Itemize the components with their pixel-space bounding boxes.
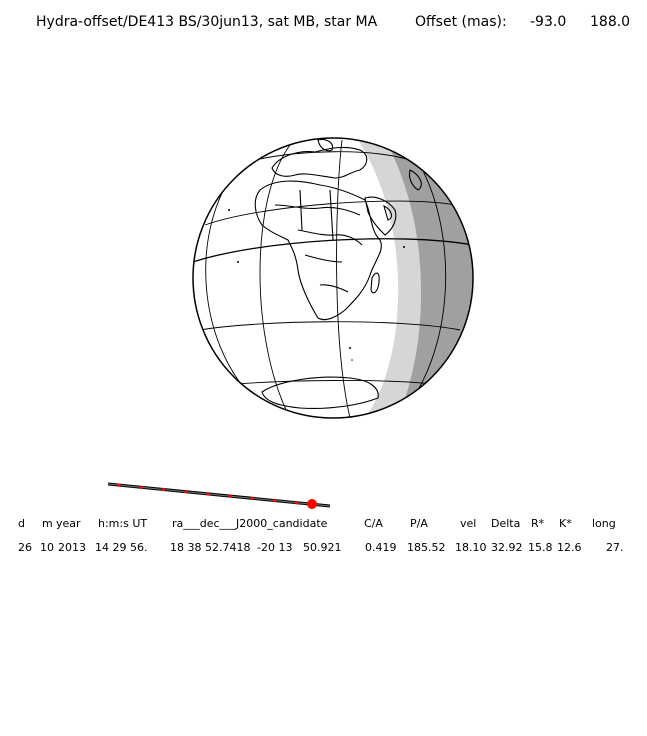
offset-dec: 188.0 [590, 14, 631, 30]
value-cell: 10 [40, 541, 54, 554]
track-marker [295, 501, 299, 505]
track-inner-line [107, 483, 331, 507]
continent-outlines [254, 138, 422, 409]
track-marker [206, 492, 210, 496]
value-cell: 27. [606, 541, 624, 554]
header-cell: d [18, 517, 25, 530]
track-marker [228, 494, 232, 498]
track-marker [272, 498, 277, 503]
offset-ra: -93.0 [530, 14, 567, 30]
value-cell: 18 38 52.7418 [170, 541, 251, 554]
header-cell: K* [559, 517, 572, 530]
value-cell: 32.92 [491, 541, 523, 554]
europe-outline [271, 146, 368, 179]
graticule [199, 139, 461, 418]
header-cell: h:m:s UT [98, 517, 148, 530]
earth-globe [192, 137, 474, 419]
header-cell: m [42, 517, 53, 530]
value-cell: -20 13 [257, 541, 293, 554]
title-text: Hydra-offset/DE413 BS/30jun13, sat MB, s… [36, 14, 378, 30]
track-marker [139, 485, 143, 489]
track-marker [184, 490, 188, 494]
value-cell: 0.419 [365, 541, 397, 554]
offset-label: Offset (mas): [415, 14, 507, 30]
africa-outline [254, 180, 382, 321]
table-header-row: d m year h:m:s UT ra___dec___J2000_candi… [0, 517, 647, 533]
header-cell: R* [531, 517, 545, 530]
header-cell: long [592, 517, 616, 530]
track-marker [117, 483, 121, 487]
value-cell: 12.6 [557, 541, 582, 554]
header-cell: year [56, 517, 81, 530]
antarctica-outline [261, 376, 379, 409]
track-marker [161, 487, 166, 492]
header-cell: ra___dec___J2000_candidate [172, 517, 328, 530]
madagascar-outline [370, 272, 380, 294]
value-cell: 50.921 [303, 541, 342, 554]
value-cell: 185.52 [407, 541, 446, 554]
track-current-position [307, 499, 317, 509]
track-dots [117, 483, 299, 505]
header-cell: Delta [491, 517, 521, 530]
value-cell: 2013 [58, 541, 86, 554]
arabia-outline [364, 196, 397, 236]
occultation-track [107, 482, 331, 509]
equator-line [193, 238, 473, 263]
globe-limb [192, 137, 474, 419]
value-cell: 26 [18, 541, 32, 554]
header-cell: P/A [410, 517, 428, 530]
track-marker [250, 496, 254, 500]
header-cell: C/A [364, 517, 383, 530]
value-cell: 15.8 [528, 541, 553, 554]
table-value-row: 26 10 2013 14 29 56. 18 38 52.7418 -20 1… [0, 541, 647, 557]
plot-title: Hydra-offset/DE413 BS/30jun13, sat MB, s… [0, 14, 647, 34]
header-cell: vel [460, 517, 477, 530]
value-cell: 18.10 [455, 541, 487, 554]
value-cell: 14 29 56. [95, 541, 148, 554]
island-dots [228, 209, 405, 361]
